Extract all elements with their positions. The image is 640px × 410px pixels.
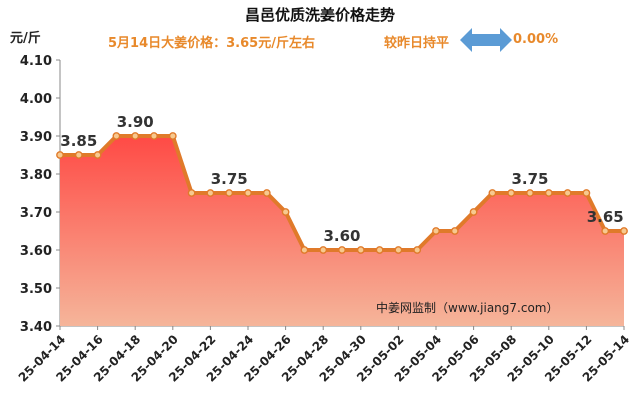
data-point [413, 246, 422, 254]
data-point [244, 189, 252, 197]
data-point [262, 189, 271, 197]
watermark: 中姜网监制（www.jiang7.com） [376, 301, 559, 315]
data-point [544, 189, 553, 197]
data-point [432, 227, 440, 235]
compare-label: 较昨日持平 [384, 36, 450, 51]
double-arrow-icon [460, 28, 512, 52]
data-point [74, 151, 83, 159]
data-point [488, 189, 497, 197]
chart-title: 昌邑优质洗姜价格走势 [244, 6, 395, 24]
data-point [112, 132, 121, 140]
data-label: 3.60 [323, 227, 360, 245]
data-point [206, 189, 215, 197]
data-point [450, 227, 459, 235]
price-summary: 5月14日大姜价格：3.65元/斤左右 [108, 36, 315, 51]
data-point [150, 132, 158, 140]
y-tick-label: 3.90 [20, 130, 52, 145]
data-point [526, 189, 534, 197]
data-point [394, 246, 403, 254]
data-point [582, 189, 591, 197]
data-label: 3.90 [117, 113, 154, 131]
data-label: 3.85 [60, 132, 97, 150]
data-point [601, 227, 610, 235]
data-point [131, 132, 140, 140]
y-tick-label: 3.80 [20, 168, 52, 183]
data-label: 3.75 [511, 170, 548, 188]
data-point [507, 189, 516, 197]
y-tick-label: 3.50 [20, 282, 52, 297]
data-point [187, 189, 196, 197]
data-point [338, 246, 346, 254]
data-label: 3.75 [211, 170, 248, 188]
y-tick-label: 3.40 [20, 320, 52, 335]
y-tick-label: 3.70 [20, 206, 52, 221]
y-tick-label: 4.00 [20, 92, 52, 107]
data-point [225, 189, 234, 197]
data-point [319, 246, 328, 254]
y-axis-unit: 元/斤 [10, 31, 41, 46]
data-point [168, 132, 177, 140]
data-point [620, 227, 628, 235]
data-label: 3.65 [587, 208, 624, 226]
price-area [60, 136, 624, 326]
y-tick-label: 4.10 [20, 54, 52, 69]
data-point [375, 246, 384, 254]
data-point [469, 208, 478, 216]
data-point [56, 151, 64, 159]
y-tick-label: 3.60 [20, 244, 52, 259]
change-percent: 0.00% [513, 32, 559, 47]
data-point [356, 246, 365, 254]
data-point [300, 246, 309, 254]
data-point [563, 189, 572, 197]
data-point [281, 208, 290, 216]
data-point [93, 151, 102, 159]
